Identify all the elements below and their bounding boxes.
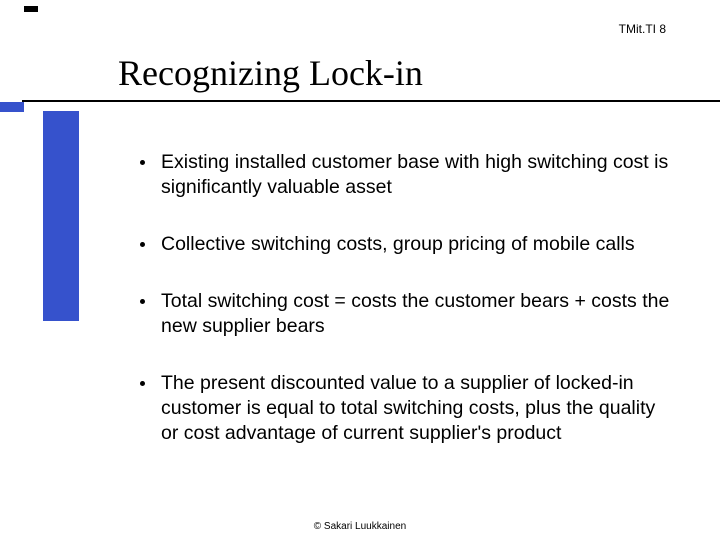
bullet-text: Total switching cost = costs the custome… [161, 289, 670, 339]
bullet-icon [140, 242, 145, 247]
bullet-icon [140, 299, 145, 304]
bullet-text: Existing installed customer base with hi… [161, 150, 670, 200]
bullet-text: The present discounted value to a suppli… [161, 371, 670, 446]
bullet-icon [140, 381, 145, 386]
footer-copyright: © Sakari Luukkainen [0, 521, 720, 532]
list-item: Collective switching costs, group pricin… [140, 232, 670, 257]
corner-mark [24, 6, 38, 12]
list-item: The present discounted value to a suppli… [140, 371, 670, 446]
accent-bar-top [0, 102, 24, 112]
bullet-list: Existing installed customer base with hi… [140, 150, 670, 478]
list-item: Total switching cost = costs the custome… [140, 289, 670, 339]
slide-title: Recognizing Lock-in [118, 52, 423, 94]
accent-sidebar [43, 111, 79, 321]
bullet-text: Collective switching costs, group pricin… [161, 232, 635, 257]
list-item: Existing installed customer base with hi… [140, 150, 670, 200]
bullet-icon [140, 160, 145, 165]
title-underline [22, 100, 720, 102]
header-code: TMit.TI 8 [619, 22, 666, 36]
